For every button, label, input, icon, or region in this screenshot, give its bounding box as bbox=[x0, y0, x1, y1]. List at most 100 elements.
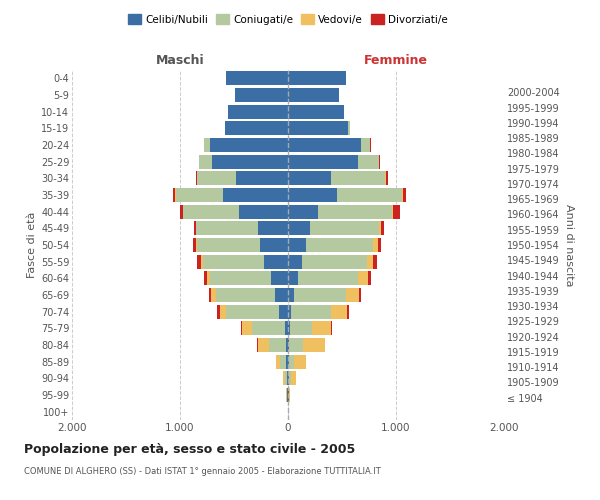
Bar bbox=[285, 322, 288, 336]
Bar bbox=[347, 304, 349, 319]
Bar bbox=[197, 171, 236, 186]
Bar bbox=[386, 171, 388, 186]
Bar bbox=[302, 254, 367, 269]
Bar bbox=[204, 271, 207, 285]
Bar bbox=[211, 288, 215, 302]
Bar bbox=[203, 254, 264, 269]
Bar bbox=[275, 354, 280, 369]
Bar bbox=[288, 204, 318, 219]
Text: Popolazione per età, sesso e stato civile - 2005: Popolazione per età, sesso e stato civil… bbox=[24, 442, 355, 456]
Bar bbox=[235, 88, 288, 102]
Bar bbox=[226, 71, 288, 86]
Bar bbox=[253, 322, 285, 336]
Bar bbox=[288, 188, 337, 202]
Bar bbox=[239, 204, 288, 219]
Bar bbox=[286, 338, 288, 352]
Bar bbox=[358, 154, 379, 169]
Bar bbox=[367, 254, 373, 269]
Bar bbox=[287, 371, 288, 386]
Bar bbox=[288, 254, 302, 269]
Bar bbox=[196, 238, 197, 252]
Bar bbox=[403, 188, 406, 202]
Y-axis label: Anni di nascita: Anni di nascita bbox=[563, 204, 574, 286]
Bar bbox=[392, 204, 393, 219]
Bar bbox=[295, 354, 307, 369]
Bar bbox=[204, 138, 210, 152]
Bar bbox=[280, 354, 286, 369]
Bar bbox=[288, 171, 331, 186]
Bar bbox=[303, 338, 325, 352]
Bar bbox=[288, 304, 291, 319]
Bar bbox=[312, 322, 331, 336]
Bar bbox=[288, 154, 358, 169]
Text: Maschi: Maschi bbox=[155, 54, 205, 66]
Bar bbox=[173, 188, 175, 202]
Bar bbox=[359, 288, 361, 302]
Bar bbox=[377, 238, 382, 252]
Bar bbox=[358, 271, 368, 285]
Bar bbox=[258, 221, 288, 236]
Bar bbox=[291, 304, 331, 319]
Bar bbox=[207, 271, 210, 285]
Bar bbox=[379, 154, 380, 169]
Bar bbox=[288, 88, 339, 102]
Bar bbox=[264, 254, 288, 269]
Bar bbox=[307, 238, 373, 252]
Bar bbox=[227, 104, 288, 118]
Bar bbox=[275, 288, 288, 302]
Bar bbox=[289, 354, 295, 369]
Text: COMUNE DI ALGHERO (SS) - Dati ISTAT 1° gennaio 2005 - Elaborazione TUTTITALIA.IT: COMUNE DI ALGHERO (SS) - Dati ISTAT 1° g… bbox=[24, 468, 381, 476]
Bar bbox=[379, 221, 381, 236]
Bar bbox=[215, 288, 275, 302]
Bar bbox=[210, 271, 271, 285]
Bar bbox=[288, 238, 307, 252]
Bar bbox=[285, 371, 287, 386]
Bar bbox=[223, 188, 288, 202]
Bar bbox=[180, 204, 182, 219]
Bar bbox=[286, 354, 288, 369]
Bar bbox=[288, 221, 310, 236]
Bar bbox=[295, 288, 346, 302]
Bar bbox=[288, 271, 298, 285]
Bar bbox=[210, 138, 288, 152]
Bar bbox=[288, 322, 290, 336]
Bar bbox=[289, 388, 290, 402]
Bar bbox=[288, 354, 289, 369]
Bar bbox=[260, 238, 288, 252]
Bar bbox=[176, 188, 223, 202]
Bar bbox=[226, 121, 288, 136]
Bar bbox=[217, 304, 220, 319]
Bar bbox=[373, 254, 377, 269]
Bar bbox=[258, 338, 269, 352]
Bar bbox=[209, 288, 211, 302]
Bar bbox=[183, 204, 239, 219]
Bar bbox=[346, 288, 359, 302]
Bar bbox=[196, 221, 258, 236]
Bar bbox=[212, 154, 288, 169]
Bar bbox=[196, 171, 197, 186]
Bar bbox=[288, 138, 361, 152]
Bar bbox=[288, 121, 349, 136]
Legend: Celibi/Nubili, Coniugati/e, Vedovi/e, Divorziati/e: Celibi/Nubili, Coniugati/e, Vedovi/e, Di… bbox=[124, 10, 452, 29]
Bar bbox=[298, 271, 358, 285]
Text: Femmine: Femmine bbox=[364, 54, 428, 66]
Bar bbox=[318, 204, 392, 219]
Bar bbox=[288, 371, 289, 386]
Bar bbox=[193, 238, 196, 252]
Bar bbox=[288, 288, 295, 302]
Bar bbox=[280, 304, 288, 319]
Bar bbox=[349, 121, 350, 136]
Bar bbox=[290, 322, 312, 336]
Bar bbox=[393, 204, 400, 219]
Bar bbox=[289, 338, 303, 352]
Bar bbox=[331, 171, 385, 186]
Bar bbox=[288, 71, 346, 86]
Bar bbox=[288, 104, 344, 118]
Bar bbox=[197, 254, 201, 269]
Bar bbox=[226, 304, 280, 319]
Bar bbox=[242, 322, 253, 336]
Bar bbox=[269, 338, 286, 352]
Bar bbox=[199, 154, 212, 169]
Bar bbox=[236, 171, 288, 186]
Bar bbox=[193, 221, 196, 236]
